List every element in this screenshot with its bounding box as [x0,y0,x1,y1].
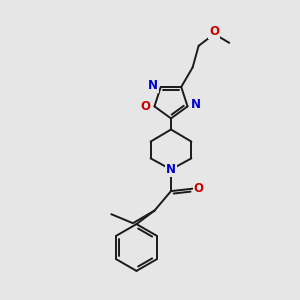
Text: O: O [209,25,219,38]
Text: N: N [190,98,200,111]
Text: O: O [194,182,204,195]
Text: N: N [166,163,176,176]
Text: N: N [148,79,158,92]
Text: O: O [141,100,151,113]
